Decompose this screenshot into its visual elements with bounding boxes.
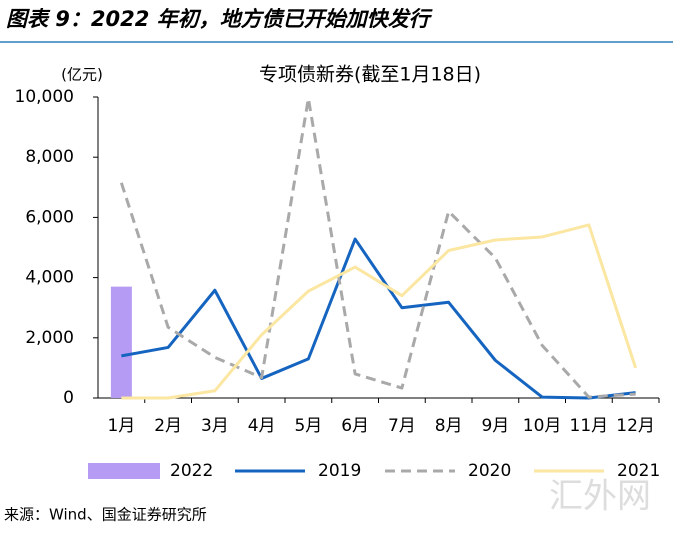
x-tick-label: 7月	[388, 416, 416, 436]
y-tick-label: 6,000	[25, 207, 74, 227]
x-tick-label: 11月	[570, 416, 609, 436]
x-tick-label: 12月	[616, 416, 655, 436]
legend-swatch	[88, 463, 160, 479]
x-tick-label: 8月	[435, 416, 463, 436]
x-tick-label: 9月	[481, 416, 509, 436]
source: 来源：Wind、国金证券研究所	[4, 506, 207, 524]
legend-label: 2019	[318, 461, 361, 481]
chart-title: 专项债新券(截至1月18日)	[259, 64, 481, 86]
legend-label: 2022	[170, 461, 213, 481]
x-tick-label: 4月	[248, 416, 276, 436]
page-title: 图表 9：2022 年初，地方债已开始加快发行	[6, 7, 434, 31]
line-series	[121, 237, 636, 400]
x-tick-label: 6月	[341, 416, 369, 436]
legend-label: 2020	[468, 461, 511, 481]
x-tick-label: 1月	[107, 416, 135, 436]
y-tick-label: 8,000	[25, 147, 74, 167]
watermark: 汇外网	[549, 477, 651, 517]
x-tick-label: 5月	[294, 416, 322, 436]
y-axis-label: (亿元)	[61, 66, 103, 84]
line-series	[121, 223, 638, 400]
x-tick-label: 3月	[201, 416, 229, 436]
y-tick-label: 4,000	[25, 268, 74, 288]
legend-label: 2021	[617, 461, 660, 481]
bar	[110, 286, 132, 398]
y-tick-label: 10,000	[15, 87, 74, 107]
x-tick-label: 2月	[154, 416, 182, 436]
y-tick-label: 0	[63, 388, 74, 408]
line-series	[119, 97, 636, 399]
x-tick-label: 10月	[523, 416, 562, 436]
y-tick-label: 2,000	[25, 328, 74, 348]
